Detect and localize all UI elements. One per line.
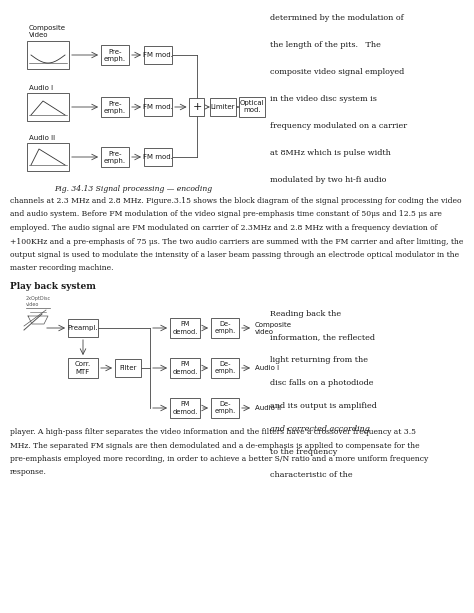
FancyBboxPatch shape bbox=[115, 359, 141, 377]
Text: player. A high-pass filter separates the video information and the filters have : player. A high-pass filter separates the… bbox=[10, 428, 416, 436]
Text: channels at 2.3 MHz and 2.8 MHz. Figure.3.15 shows the block diagram of the sign: channels at 2.3 MHz and 2.8 MHz. Figure.… bbox=[10, 197, 462, 205]
Text: employed. The audio signal are FM modulated on carrier of 2.3MHz and 2.8 MHz wit: employed. The audio signal are FM modula… bbox=[10, 224, 438, 232]
FancyBboxPatch shape bbox=[144, 46, 172, 64]
Text: Audio II: Audio II bbox=[255, 405, 281, 411]
Text: video: video bbox=[26, 302, 39, 307]
Text: Audio I: Audio I bbox=[29, 85, 53, 91]
Text: modulated by two hi-fi audio: modulated by two hi-fi audio bbox=[270, 176, 386, 184]
FancyBboxPatch shape bbox=[101, 147, 129, 167]
Text: Preampl.: Preampl. bbox=[68, 325, 98, 331]
Text: Composite
video: Composite video bbox=[255, 321, 292, 335]
Text: Pre-
emph.: Pre- emph. bbox=[104, 48, 126, 61]
FancyBboxPatch shape bbox=[170, 358, 200, 378]
Text: Optical
mod.: Optical mod. bbox=[240, 101, 264, 113]
Text: Reading back the: Reading back the bbox=[270, 310, 341, 318]
FancyBboxPatch shape bbox=[27, 143, 69, 171]
Text: Audio II: Audio II bbox=[29, 135, 55, 141]
FancyBboxPatch shape bbox=[170, 318, 200, 338]
Text: De-
emph.: De- emph. bbox=[214, 402, 236, 414]
Text: frequency modulated on a carrier: frequency modulated on a carrier bbox=[270, 122, 407, 130]
Text: FM
demod.: FM demod. bbox=[173, 321, 198, 335]
Text: FM
demod.: FM demod. bbox=[173, 362, 198, 375]
Text: at 8MHz which is pulse width: at 8MHz which is pulse width bbox=[270, 149, 391, 157]
Text: FM
demod.: FM demod. bbox=[173, 402, 198, 414]
Text: characteristic of the: characteristic of the bbox=[270, 471, 353, 479]
FancyBboxPatch shape bbox=[211, 398, 239, 418]
Text: disc falls on a photodiode: disc falls on a photodiode bbox=[270, 379, 374, 387]
Text: light returning from the: light returning from the bbox=[270, 356, 368, 364]
FancyBboxPatch shape bbox=[27, 93, 69, 121]
Text: Pre-
emph.: Pre- emph. bbox=[104, 101, 126, 113]
Text: Composite: Composite bbox=[29, 25, 66, 31]
Text: response.: response. bbox=[10, 468, 47, 476]
Text: Video: Video bbox=[29, 32, 48, 38]
FancyBboxPatch shape bbox=[144, 148, 172, 166]
Text: master recording machine.: master recording machine. bbox=[10, 264, 113, 273]
FancyBboxPatch shape bbox=[211, 318, 239, 338]
FancyBboxPatch shape bbox=[101, 45, 129, 65]
Text: +100KHz and a pre-emphasis of 75 μs. The two audio carriers are summed with the : +100KHz and a pre-emphasis of 75 μs. The… bbox=[10, 237, 464, 245]
Text: MHz. The separated FM signals are then demodulated and a de-emphasis is applied : MHz. The separated FM signals are then d… bbox=[10, 441, 419, 449]
FancyBboxPatch shape bbox=[68, 319, 98, 337]
Text: pre-emphasis employed more recording, in order to achieve a better S/N ratio and: pre-emphasis employed more recording, in… bbox=[10, 455, 428, 463]
FancyBboxPatch shape bbox=[170, 398, 200, 418]
Text: and its output is amplified: and its output is amplified bbox=[270, 402, 377, 410]
FancyBboxPatch shape bbox=[211, 358, 239, 378]
FancyBboxPatch shape bbox=[190, 98, 204, 116]
Text: Corr.
MTF: Corr. MTF bbox=[75, 362, 91, 375]
Text: composite video signal employed: composite video signal employed bbox=[270, 68, 404, 76]
Text: Pre-
emph.: Pre- emph. bbox=[104, 151, 126, 164]
Text: De-
emph.: De- emph. bbox=[214, 362, 236, 375]
Text: Play back system: Play back system bbox=[10, 282, 96, 291]
Text: De-
emph.: De- emph. bbox=[214, 321, 236, 335]
Text: and corrected according: and corrected according bbox=[270, 425, 370, 433]
Text: FM mod.: FM mod. bbox=[143, 52, 173, 58]
Text: the length of the pits.   The: the length of the pits. The bbox=[270, 41, 381, 49]
FancyBboxPatch shape bbox=[210, 98, 236, 116]
Text: output signal is used to modulate the intensity of a laser beam passing through : output signal is used to modulate the in… bbox=[10, 251, 459, 259]
Text: Audio I: Audio I bbox=[255, 365, 279, 371]
Text: determined by the modulation of: determined by the modulation of bbox=[270, 14, 404, 22]
Text: FM mod.: FM mod. bbox=[143, 154, 173, 160]
Text: information, the reflected: information, the reflected bbox=[270, 333, 375, 341]
Text: 2xOptDisc: 2xOptDisc bbox=[26, 296, 51, 301]
Text: +: + bbox=[192, 102, 202, 112]
FancyBboxPatch shape bbox=[27, 41, 69, 69]
FancyBboxPatch shape bbox=[144, 98, 172, 116]
Text: in the video disc system is: in the video disc system is bbox=[270, 95, 377, 103]
Text: Fig. 34.13 Signal processing — encoding: Fig. 34.13 Signal processing — encoding bbox=[54, 185, 212, 193]
Text: and audio system. Before FM modulation of the video signal pre-emphasis time con: and audio system. Before FM modulation o… bbox=[10, 210, 442, 218]
Text: FM mod.: FM mod. bbox=[143, 104, 173, 110]
FancyBboxPatch shape bbox=[68, 358, 98, 378]
Text: to the frequency: to the frequency bbox=[270, 448, 337, 456]
FancyBboxPatch shape bbox=[239, 97, 265, 117]
Text: Filter: Filter bbox=[119, 365, 137, 371]
Text: Limiter: Limiter bbox=[211, 104, 235, 110]
FancyBboxPatch shape bbox=[101, 97, 129, 117]
